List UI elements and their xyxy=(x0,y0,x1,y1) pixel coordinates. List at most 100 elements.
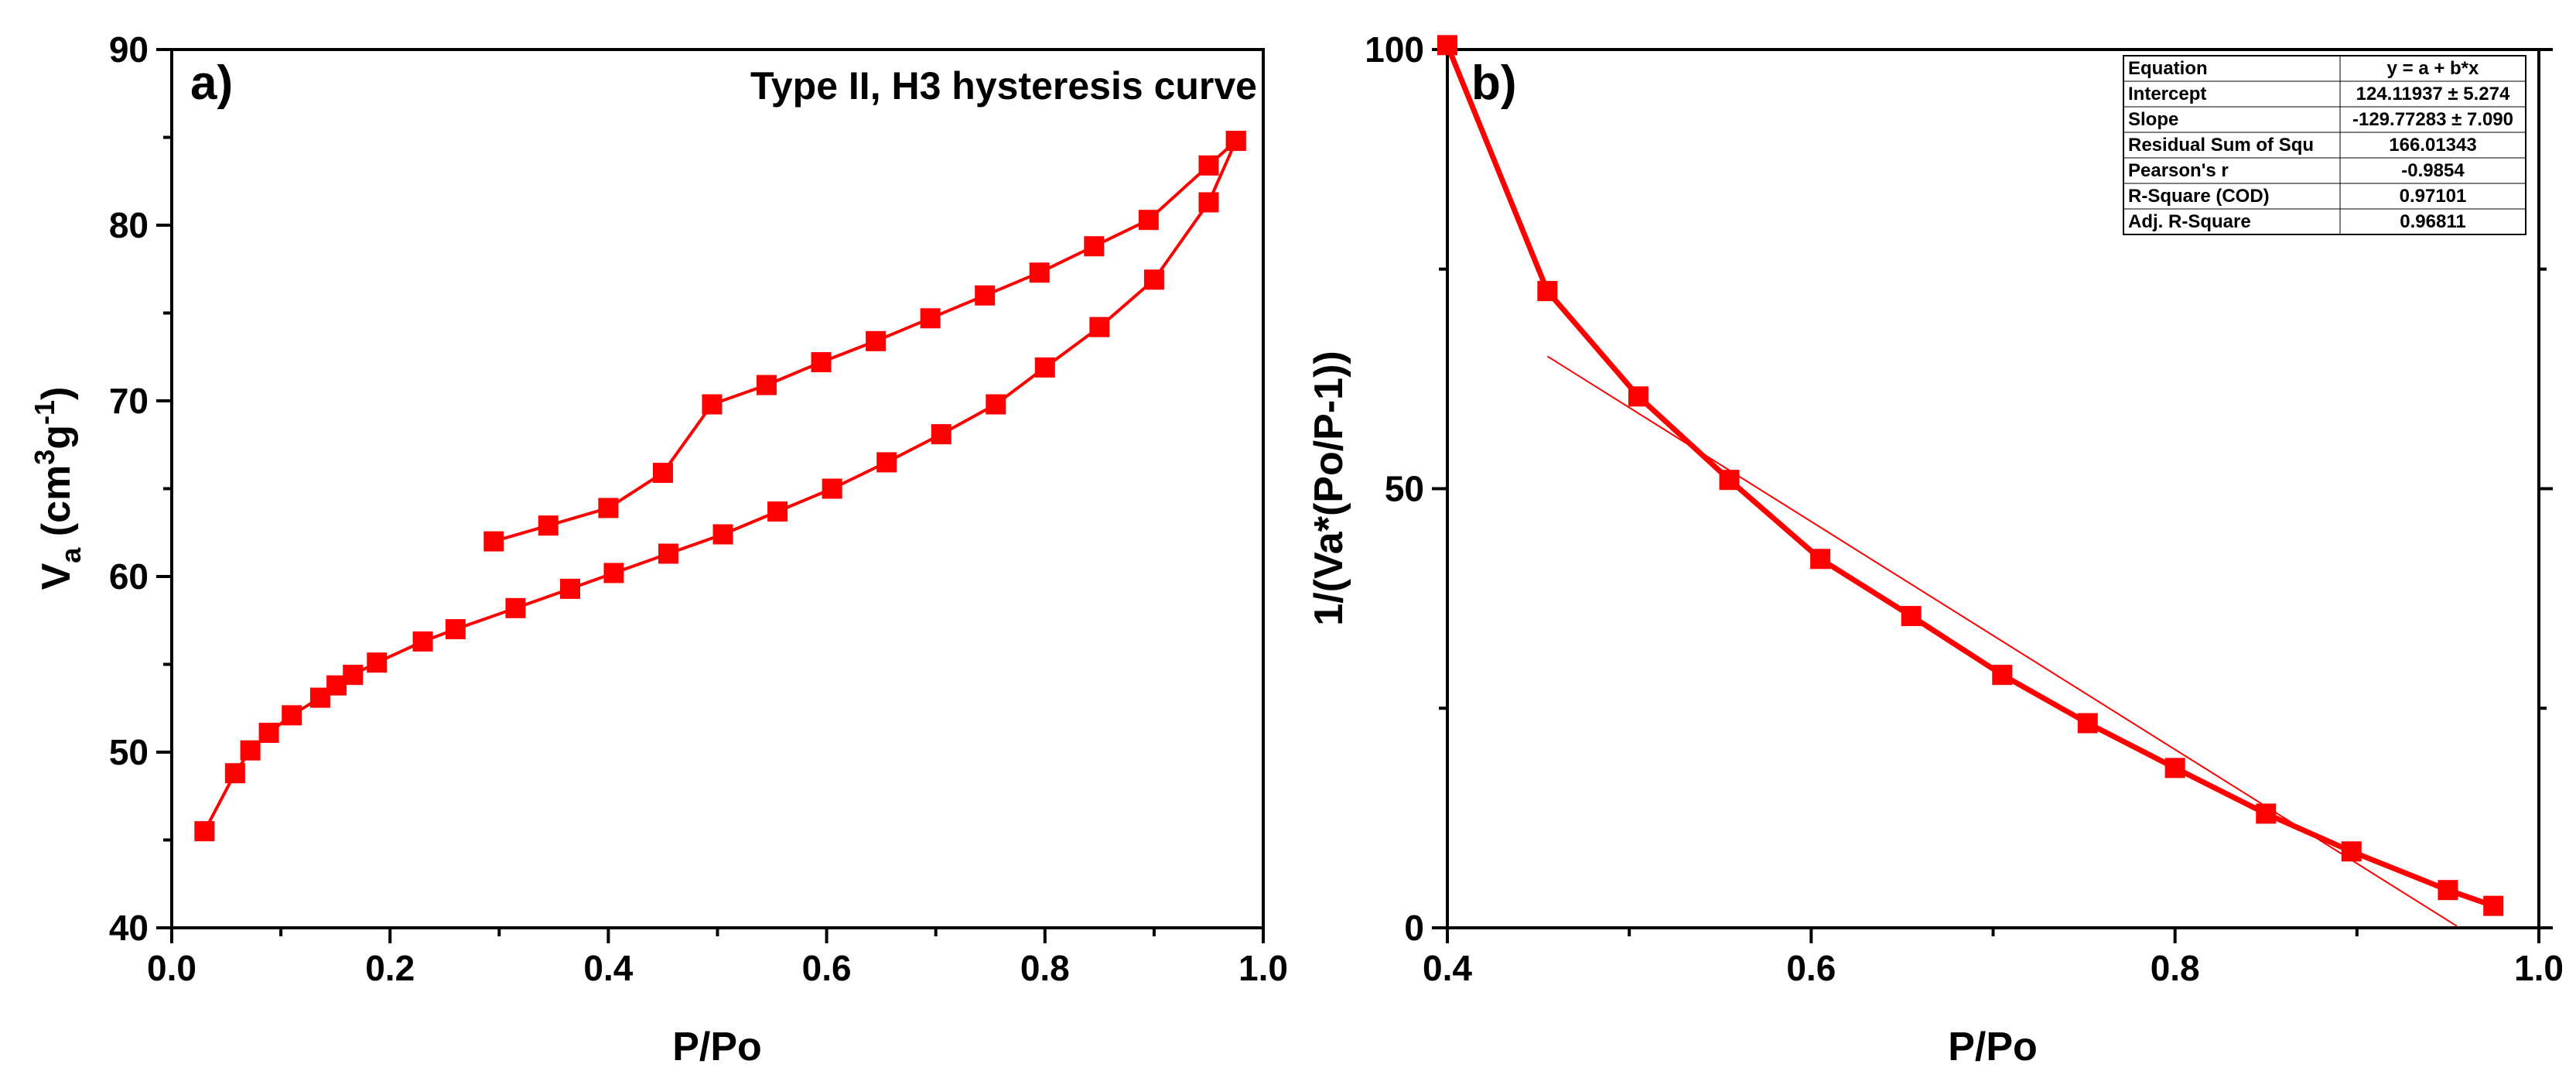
panel-a-label: a) xyxy=(190,56,233,110)
panel-b-data-point xyxy=(2483,895,2504,916)
y-title-v: V xyxy=(34,563,79,590)
panel-a-data-point xyxy=(445,619,466,640)
panel-b-data-point xyxy=(2077,713,2098,734)
panel-a-x-tick-label: 0.2 xyxy=(365,948,415,988)
panel-b-data-point xyxy=(1719,470,1740,491)
panel-a-data-point xyxy=(866,330,887,351)
panel-a-y-tick-label: 80 xyxy=(109,205,149,245)
panel-a-data-point xyxy=(1089,316,1110,337)
panel-a-y-tick-label: 60 xyxy=(109,556,149,597)
panel-a-tick-labels: 0.0 0.2 0.4 0.6 0.8 1.0 40 50 60 70 80 90 xyxy=(109,29,1288,988)
panel-a-data-point xyxy=(1138,210,1159,231)
panel-b-x-tick-label: 0.6 xyxy=(1786,948,1836,988)
panel-a-data-point xyxy=(560,578,581,599)
panel-b-data-point xyxy=(2164,758,2185,778)
panel-b-x-axis-title: P/Po xyxy=(1948,1025,2038,1069)
panel-a-data-point xyxy=(367,652,388,673)
panel-b-data-point xyxy=(2341,841,2362,862)
panel-b-ticks xyxy=(1432,48,2553,943)
panel-b-markers xyxy=(1437,35,2504,916)
panel-a-x-tick-label: 0.6 xyxy=(802,948,852,988)
panel-b-data-point xyxy=(1992,665,2013,686)
panel-a-data-point xyxy=(538,515,559,536)
fit-table-value: 166.01343 xyxy=(2389,135,2476,156)
panel-a-data-point xyxy=(767,501,788,522)
panel-b-label: b) xyxy=(1471,56,1517,110)
panel-b-chart: 0.4 0.6 0.8 1.0 0 50 100 b) P/Po 1/(Va*(Po/P-1… xyxy=(1307,29,2564,1069)
panel-a-data-point xyxy=(483,531,504,552)
panel-b-data-point xyxy=(1810,549,1831,570)
fit-results-table: Equation y = a + b*x Intercept 124.11937 ± … xyxy=(2123,55,2526,235)
panel-a-x-tick-label: 0.0 xyxy=(147,948,196,988)
panel-a-series-lines xyxy=(203,139,1238,833)
panel-a-data-point xyxy=(343,665,364,686)
panel-a-series-line-desorption xyxy=(493,139,1238,543)
panel-a-x-tick-label: 1.0 xyxy=(1238,948,1288,988)
panel-b-data-point xyxy=(1537,281,1558,302)
panel-a-y-tick-label: 40 xyxy=(109,908,149,948)
panel-a-data-point xyxy=(603,563,624,583)
panel-a-annotation: Type II, H3 hysteresis curve xyxy=(750,64,1257,108)
y-title-g: g xyxy=(34,425,79,450)
fit-table-label: Equation xyxy=(2128,58,2208,79)
panel-a-data-point xyxy=(1084,236,1105,257)
panel-a-data-point xyxy=(986,394,1006,415)
panel-a-data-point xyxy=(1029,262,1050,283)
panel-b-data-point xyxy=(2438,880,2458,901)
fit-table-value: 0.97101 xyxy=(2400,186,2467,207)
panel-a-data-point xyxy=(1034,357,1055,378)
panel-a-data-point xyxy=(224,763,245,784)
panel-a-data-point xyxy=(240,740,261,761)
panel-a-y-tick-label: 70 xyxy=(109,381,149,421)
panel-a-data-point xyxy=(1198,155,1219,176)
panel-a-data-point xyxy=(194,821,215,842)
panel-b-x-tick-label: 1.0 xyxy=(2514,948,2564,988)
fit-table-label: Intercept xyxy=(2128,84,2206,104)
fit-table-border xyxy=(2123,55,2526,235)
panel-a-y-tick-label: 50 xyxy=(109,732,149,772)
panel-a-data-point xyxy=(756,375,777,395)
panel-a-data-point xyxy=(931,424,951,445)
fit-table-label: Adj. R-Square xyxy=(2128,211,2251,232)
panel-a-series-line-adsorption xyxy=(203,140,1238,833)
panel-a-data-point xyxy=(702,394,723,415)
panel-a-data-point xyxy=(282,705,302,726)
panel-a-data-point xyxy=(1143,269,1164,290)
panel-a-data-point xyxy=(876,452,897,473)
panel-a-data-point xyxy=(1198,192,1219,213)
panel-b-data-point xyxy=(1628,386,1648,407)
panel-a-data-point xyxy=(598,498,619,518)
panel-b-y-tick-label: 100 xyxy=(1365,29,1424,70)
y-title-close: ) xyxy=(34,387,79,400)
panel-b-y-tick-label: 50 xyxy=(1385,469,1424,509)
panel-a-ticks xyxy=(156,48,1265,943)
fit-table-value: 124.11937 ± 5.274 xyxy=(2356,84,2510,104)
panel-b-data-point xyxy=(1901,606,1922,627)
fit-table-label: R-Square (COD) xyxy=(2128,186,2270,207)
fit-table-label: Residual Sum of Squ xyxy=(2128,135,2314,156)
fit-table-value: -0.9854 xyxy=(2401,160,2465,181)
fit-table-label: Slope xyxy=(2128,109,2178,130)
panel-a-y-tick-label: 90 xyxy=(109,29,149,70)
panel-a-data-point xyxy=(258,723,279,744)
panel-b-data-point xyxy=(2256,803,2277,824)
panel-a-x-tick-label: 0.8 xyxy=(1020,948,1070,988)
panel-a-data-point xyxy=(920,308,941,329)
panel-b-data-point xyxy=(1437,35,1457,56)
panel-a-plot-frame xyxy=(170,48,1265,929)
panel-a-data-point xyxy=(1225,131,1246,152)
panel-b-tick-labels: 0.4 0.6 0.8 1.0 0 50 100 xyxy=(1365,29,2564,988)
panel-b-y-axis-title: 1/(Va*(Po/P-1)) xyxy=(1307,351,1351,625)
y-title-sup1: 3 xyxy=(29,450,60,465)
panel-a-x-axis-title: P/Po xyxy=(672,1025,762,1069)
y-title-open: (cm xyxy=(34,465,79,548)
panel-a-data-point xyxy=(658,543,679,564)
panel-a-data-point xyxy=(975,285,996,306)
y-title-sup2: -1 xyxy=(29,400,60,425)
panel-a-y-axis-title: Va (cm3g-1) xyxy=(29,387,87,590)
y-title-sub: a xyxy=(55,547,87,563)
panel-a-data-point xyxy=(712,524,733,545)
fit-table-value: -129.77283 ± 7.090 xyxy=(2352,109,2513,130)
panel-a-data-point xyxy=(652,463,673,484)
